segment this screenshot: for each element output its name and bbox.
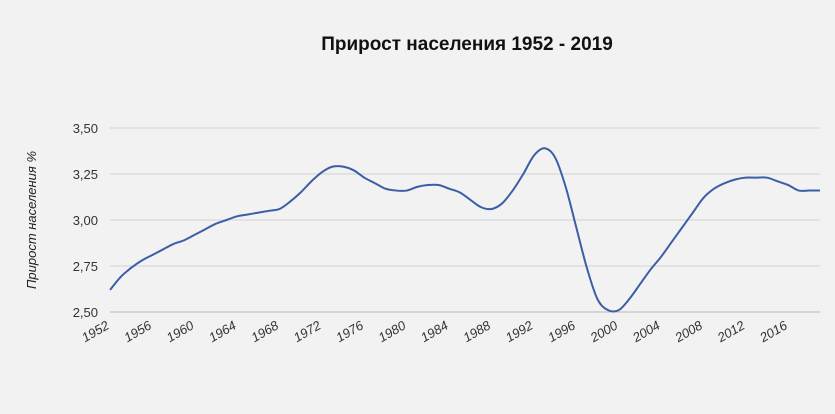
data-point bbox=[149, 252, 155, 258]
data-point bbox=[255, 210, 261, 216]
data-point bbox=[277, 206, 283, 212]
x-tick-label: 1968 bbox=[249, 317, 282, 345]
x-tick-label: 2000 bbox=[587, 317, 621, 345]
y-tick-label: 3,50 bbox=[73, 121, 98, 136]
data-point bbox=[722, 180, 728, 186]
data-point bbox=[171, 241, 177, 247]
data-point bbox=[690, 210, 696, 216]
data-point bbox=[340, 164, 346, 170]
x-tick-label: 1980 bbox=[376, 317, 409, 345]
x-tick-label: 1984 bbox=[418, 318, 451, 345]
data-point bbox=[584, 265, 590, 271]
data-point bbox=[457, 189, 463, 195]
data-point bbox=[806, 188, 812, 194]
data-point bbox=[520, 171, 526, 177]
data-point bbox=[361, 175, 367, 181]
data-point bbox=[541, 145, 547, 151]
data-point bbox=[605, 307, 611, 313]
data-point bbox=[446, 186, 452, 192]
y-axis-ticks: 2,50 2,75 3,00 3,25 3,50 bbox=[73, 121, 98, 320]
data-point bbox=[160, 246, 166, 252]
data-point bbox=[626, 296, 632, 302]
x-tick-label: 2016 bbox=[756, 317, 790, 345]
data-point bbox=[181, 237, 187, 243]
data-point bbox=[319, 169, 325, 175]
data-point bbox=[531, 153, 537, 159]
x-tick-label: 1956 bbox=[121, 317, 154, 345]
data-point bbox=[488, 206, 494, 212]
data-point bbox=[330, 164, 336, 170]
x-axis-ticks: 1952 1956 1960 1964 1968 1972 1976 1980 1984 1988… bbox=[79, 317, 790, 345]
data-point bbox=[594, 296, 600, 302]
y-tick-label: 2,50 bbox=[73, 305, 98, 320]
data-point bbox=[796, 188, 802, 194]
data-point bbox=[700, 195, 706, 201]
data-point bbox=[139, 257, 145, 263]
data-point bbox=[817, 188, 823, 194]
data-point bbox=[245, 211, 251, 217]
x-tick-label: 1952 bbox=[79, 317, 112, 345]
x-tick-label: 1992 bbox=[503, 317, 536, 345]
y-tick-label: 3,25 bbox=[73, 167, 98, 182]
x-tick-label: 1996 bbox=[545, 317, 578, 345]
data-point bbox=[393, 188, 399, 194]
data-point bbox=[711, 186, 717, 192]
data-point bbox=[753, 175, 759, 181]
data-point bbox=[234, 213, 240, 219]
data-point bbox=[436, 182, 442, 188]
x-tick-label: 1976 bbox=[333, 317, 366, 345]
chart-title: Прирост населения 1952 - 2019 bbox=[321, 34, 613, 55]
x-tick-label: 2012 bbox=[714, 317, 748, 345]
data-point bbox=[404, 188, 410, 194]
data-point bbox=[658, 254, 664, 260]
data-point bbox=[679, 224, 685, 230]
data-point bbox=[732, 177, 738, 183]
data-point bbox=[425, 182, 431, 188]
data-point bbox=[298, 189, 304, 195]
data-point bbox=[563, 184, 569, 190]
data-point bbox=[478, 204, 484, 210]
data-point bbox=[107, 287, 113, 293]
series-line bbox=[109, 147, 820, 313]
data-point bbox=[785, 182, 791, 188]
data-point bbox=[266, 208, 272, 214]
data-point bbox=[372, 180, 378, 186]
data-point bbox=[637, 281, 643, 287]
data-point bbox=[383, 186, 389, 192]
data-point bbox=[224, 217, 230, 223]
data-point bbox=[351, 167, 357, 173]
data-point bbox=[202, 226, 208, 232]
data-point bbox=[552, 154, 558, 160]
data-point bbox=[510, 188, 516, 194]
data-point bbox=[669, 239, 675, 245]
data-point bbox=[414, 184, 420, 190]
data-point bbox=[499, 200, 505, 206]
x-tick-label: 2004 bbox=[629, 318, 662, 346]
data-point bbox=[192, 232, 198, 238]
series-layer bbox=[107, 145, 823, 313]
x-tick-label: 1964 bbox=[206, 318, 239, 345]
data-point bbox=[467, 197, 473, 203]
x-tick-label: 1972 bbox=[291, 317, 324, 345]
data-point bbox=[573, 224, 579, 230]
data-point bbox=[118, 274, 124, 280]
y-tick-label: 3,00 bbox=[73, 213, 98, 228]
y-tick-label: 2,75 bbox=[73, 259, 98, 274]
data-point bbox=[128, 265, 134, 271]
x-tick-label: 2008 bbox=[672, 317, 706, 345]
x-tick-label: 1988 bbox=[460, 317, 493, 345]
data-point bbox=[647, 267, 653, 273]
gridlines bbox=[110, 127, 820, 313]
y-axis-label: Прирост населения % bbox=[24, 151, 39, 289]
data-point bbox=[287, 199, 293, 205]
data-point bbox=[616, 307, 622, 313]
data-point bbox=[743, 175, 749, 181]
x-tick-label: 1960 bbox=[164, 317, 197, 345]
data-point bbox=[764, 175, 770, 181]
data-point bbox=[213, 221, 219, 227]
data-point bbox=[775, 178, 781, 184]
data-point bbox=[308, 178, 314, 184]
